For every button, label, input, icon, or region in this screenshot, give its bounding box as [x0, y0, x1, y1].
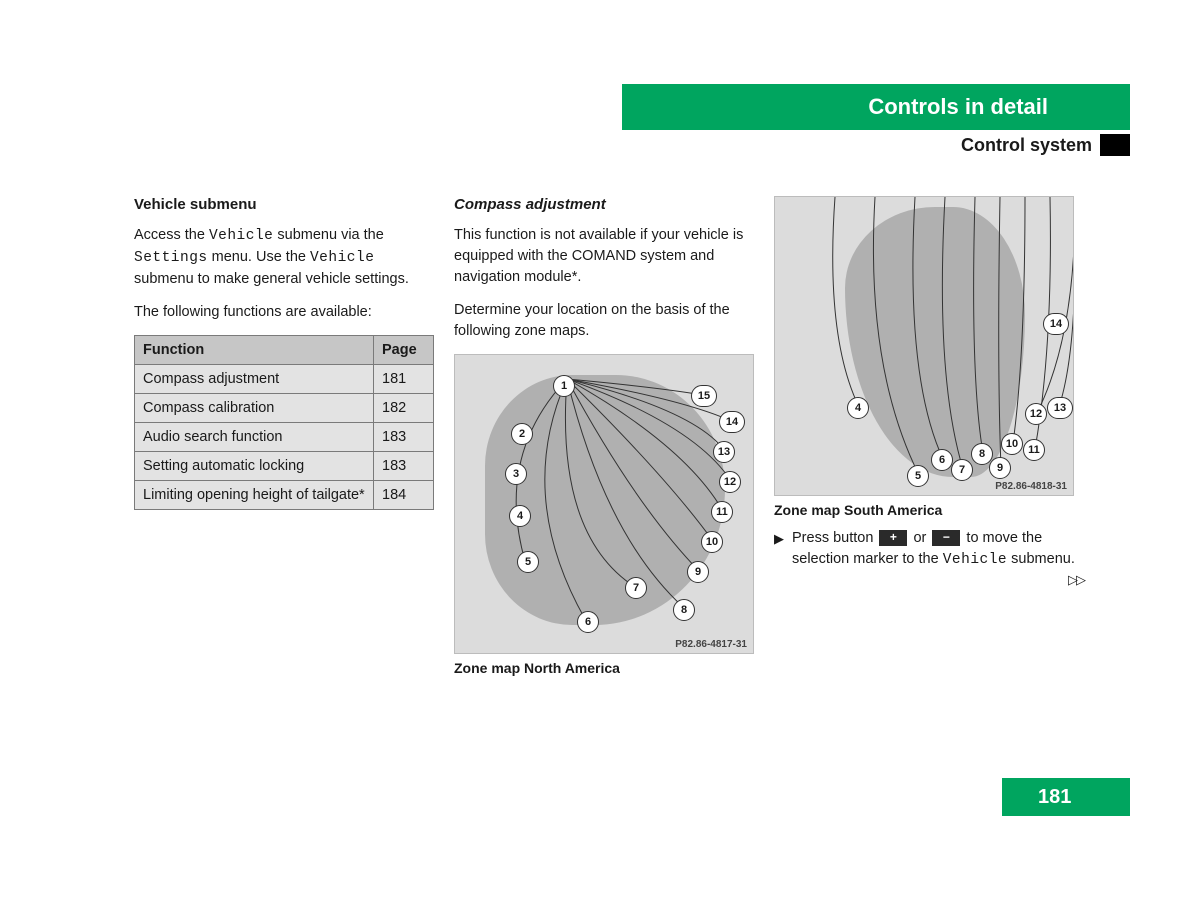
column-left: Vehicle submenu Access the Vehicle subme…: [134, 196, 434, 686]
table-row: Compass adjustment181: [135, 365, 434, 394]
column-middle: Compass adjustment This function is not …: [454, 196, 754, 686]
table-header-function: Function: [135, 336, 374, 365]
zone-number-circle: 15: [691, 385, 717, 407]
text-fragment: or: [909, 530, 930, 546]
table-cell-page: 184: [374, 481, 434, 510]
header-title: Controls in detail: [868, 94, 1048, 120]
table-cell-function: Compass calibration: [135, 394, 374, 423]
text-fragment: submenu to make general vehicle settings…: [134, 271, 409, 287]
zone-number-circle: 9: [687, 561, 709, 583]
zone-number-circle: 9: [989, 457, 1011, 479]
continue-icon: ▷▷: [1068, 571, 1084, 590]
text-mono: Vehicle: [310, 250, 374, 266]
vehicle-submenu-para2: The following functions are available:: [134, 302, 434, 323]
zone-number-circle: 7: [625, 577, 647, 599]
sub-banner: Control system: [622, 134, 1130, 156]
zone-number-circle: 1: [553, 375, 575, 397]
zone-number-circle: 12: [1025, 403, 1047, 425]
functions-table-body: Compass adjustment181Compass calibration…: [135, 365, 434, 510]
text-fragment: Access the: [134, 227, 209, 243]
zone-number-circle: 3: [505, 463, 527, 485]
zone-map-north-america: P82.86-4817-31 123456789101112131415: [454, 354, 754, 654]
vehicle-submenu-heading: Vehicle submenu: [134, 196, 434, 213]
zone-number-circle: 10: [701, 531, 723, 553]
functions-table: Function Page Compass adjustment181Compa…: [134, 335, 434, 510]
compass-para2: Determine your location on the basis of …: [454, 300, 754, 342]
zone-number-circle: 4: [509, 505, 531, 527]
zone-number-circle: 14: [1043, 313, 1069, 335]
caption-sa: Zone map South America: [774, 502, 1084, 518]
zone-number-circle: 11: [1023, 439, 1045, 461]
table-header-page: Page: [374, 336, 434, 365]
text-fragment: menu. Use the: [208, 249, 310, 265]
table-cell-page: 183: [374, 423, 434, 452]
page-number-text: 181: [1038, 786, 1071, 809]
table-row: Setting automatic locking183: [135, 452, 434, 481]
instruction-row: ▶ Press button + or − to move the select…: [774, 528, 1084, 590]
text-fragment: Press button: [792, 530, 877, 546]
column-right: P82.86-4818-31 4567891011121314 Zone map…: [774, 196, 1084, 686]
minus-button-icon: −: [932, 530, 960, 546]
table-cell-page: 183: [374, 452, 434, 481]
header-subtitle: Control system: [961, 135, 1092, 156]
page-number: 181: [1002, 778, 1130, 816]
zone-number-circle: 5: [907, 465, 929, 487]
table-cell-function: Setting automatic locking: [135, 452, 374, 481]
text-mono: Vehicle: [209, 228, 273, 244]
zone-map-south-america: P82.86-4818-31 4567891011121314: [774, 196, 1074, 496]
compass-para1: This function is not available if your v…: [454, 225, 754, 288]
table-cell-page: 182: [374, 394, 434, 423]
step-marker-icon: ▶: [774, 528, 792, 549]
caption-na: Zone map North America: [454, 660, 754, 676]
header-banner: Controls in detail: [622, 84, 1130, 130]
table-cell-function: Limiting opening height of tailgate*: [135, 481, 374, 510]
plus-button-icon: +: [879, 530, 907, 546]
zone-number-circle: 14: [719, 411, 745, 433]
section-marker-box: [1100, 134, 1130, 156]
table-row: Limiting opening height of tailgate*184: [135, 481, 434, 510]
table-row: Compass calibration182: [135, 394, 434, 423]
text-fragment: submenu.: [1007, 551, 1075, 567]
zone-number-circle: 13: [1047, 397, 1073, 419]
zone-number-circle: 4: [847, 397, 869, 419]
vehicle-submenu-para1: Access the Vehicle submenu via the Setti…: [134, 225, 434, 290]
table-cell-page: 181: [374, 365, 434, 394]
text-mono: Vehicle: [943, 552, 1007, 568]
zone-number-circle: 10: [1001, 433, 1023, 455]
zone-number-circle: 12: [719, 471, 741, 493]
zone-number-circle: 6: [931, 449, 953, 471]
text-mono: Settings: [134, 250, 208, 266]
compass-heading: Compass adjustment: [454, 196, 754, 213]
zone-number-circle: 6: [577, 611, 599, 633]
zone-number-circle: 13: [713, 441, 735, 463]
zone-number-circle: 5: [517, 551, 539, 573]
table-cell-function: Compass adjustment: [135, 365, 374, 394]
zone-number-circle: 8: [673, 599, 695, 621]
page-content: Vehicle submenu Access the Vehicle subme…: [134, 196, 1084, 686]
table-cell-function: Audio search function: [135, 423, 374, 452]
zone-number-circle: 2: [511, 423, 533, 445]
instruction-text: Press button + or − to move the selectio…: [792, 528, 1084, 590]
zone-number-circle: 11: [711, 501, 733, 523]
zone-number-circle: 7: [951, 459, 973, 481]
table-row: Audio search function183: [135, 423, 434, 452]
text-fragment: submenu via the: [273, 227, 383, 243]
